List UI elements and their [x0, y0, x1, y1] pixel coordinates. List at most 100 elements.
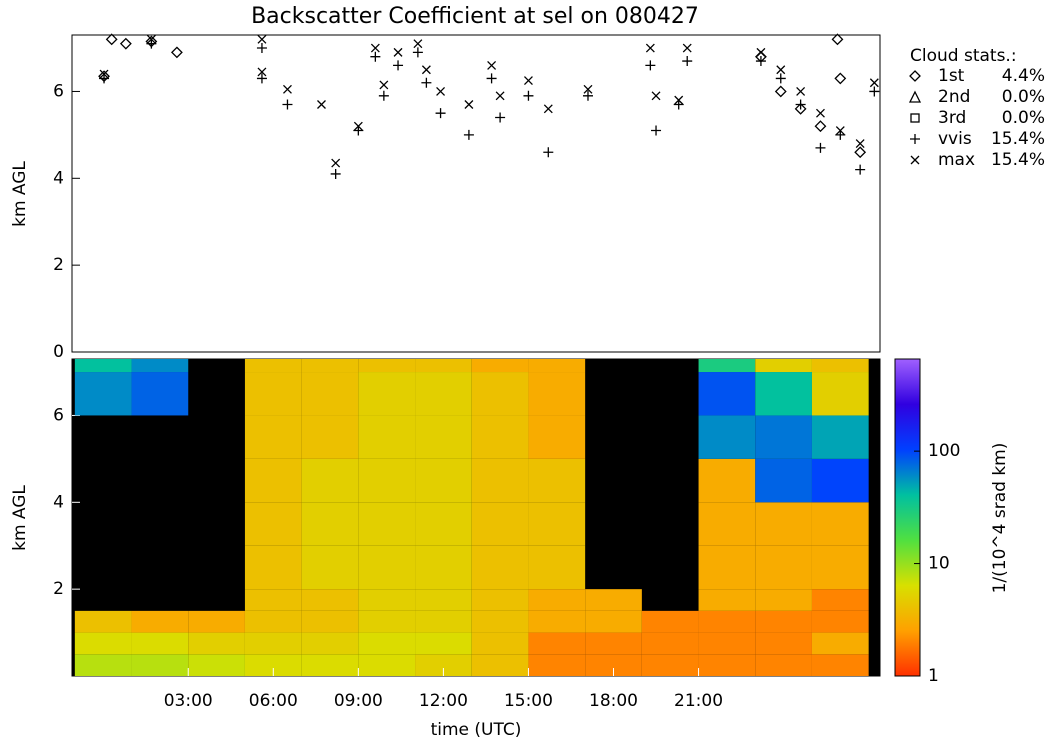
heatmap-cell — [755, 502, 812, 546]
marker — [353, 125, 364, 136]
heatmap-cell — [471, 610, 529, 633]
marker — [495, 112, 506, 123]
x-tick-label: 03:00 — [164, 691, 213, 711]
heatmap-cell — [528, 415, 586, 459]
marker — [774, 85, 787, 98]
heatmap-cell — [358, 458, 416, 503]
heatmap-cell — [301, 589, 359, 611]
marker — [412, 47, 423, 58]
heatmap-cell — [698, 458, 756, 503]
heatmap-cell — [528, 632, 586, 655]
heatmap-cell — [358, 610, 416, 633]
marker — [436, 86, 446, 96]
legend-label: 1st — [938, 66, 965, 86]
heatmap-cell — [528, 502, 586, 546]
heatmap-cell — [471, 458, 529, 503]
marker — [869, 78, 879, 88]
marker — [370, 51, 381, 62]
legend-label: max — [938, 150, 975, 170]
heatmap-cell — [415, 632, 472, 655]
heatmap-cell — [301, 458, 359, 503]
marker — [257, 34, 267, 44]
heatmap-cell — [755, 610, 812, 633]
heatmap-cell — [755, 372, 812, 416]
marker — [910, 134, 920, 144]
marker — [794, 102, 807, 115]
legend-title: Cloud stats.: — [910, 46, 1017, 66]
heatmap-cell — [698, 545, 756, 590]
heatmap-cell — [301, 545, 359, 590]
x-axis-label: time (UTC) — [431, 720, 522, 740]
heatmap-cell — [698, 502, 756, 546]
heatmap-cell — [74, 632, 132, 655]
heatmap-cell — [585, 589, 642, 611]
marker — [645, 60, 656, 71]
marker — [651, 125, 662, 136]
heatmap-cell — [415, 359, 472, 373]
heatmap-cell — [301, 654, 359, 676]
top-frame — [71, 34, 881, 353]
heatmap-cell — [811, 359, 869, 373]
marker — [796, 86, 806, 96]
heatmap-cell — [358, 372, 416, 416]
heatmap-cell — [755, 632, 812, 655]
colorbar-tick-label: 10 — [928, 554, 950, 574]
marker — [673, 99, 684, 110]
colorbar-tick-label: 1 — [928, 666, 939, 686]
heatmap-cell — [74, 610, 132, 633]
marker — [257, 67, 267, 77]
marker — [795, 99, 806, 110]
marker — [464, 100, 474, 109]
heatmap-cell — [811, 458, 869, 503]
heatmap-cell — [755, 359, 812, 373]
heatmap-cell — [585, 632, 642, 655]
heatmap-cell — [698, 589, 756, 611]
marker — [815, 142, 826, 153]
heatmap-cell — [755, 415, 812, 459]
y-tick-label: 6 — [53, 81, 64, 101]
marker — [421, 77, 432, 88]
heatmap-cell — [244, 589, 302, 611]
marker — [413, 39, 423, 49]
heatmap-cell — [301, 610, 359, 633]
y-axis-label: km AGL — [10, 161, 30, 227]
marker — [283, 84, 292, 94]
marker — [682, 56, 693, 67]
marker — [776, 65, 786, 75]
marker — [146, 34, 156, 44]
heatmap-cell — [755, 458, 812, 503]
marker — [834, 72, 847, 85]
heatmap-cell — [641, 654, 699, 676]
heatmap-cell — [528, 654, 586, 676]
heatmap-cell — [358, 359, 416, 373]
marker — [645, 43, 655, 53]
marker — [331, 158, 341, 168]
marker — [855, 164, 866, 175]
marker — [523, 76, 533, 86]
marker — [105, 33, 118, 46]
heatmap-cell — [358, 545, 416, 590]
heatmap-cell — [471, 545, 529, 590]
marker — [582, 90, 593, 101]
heatmap-cell — [74, 654, 132, 676]
y-tick-label: 2 — [53, 579, 64, 599]
legend-stat: 0.0% — [1002, 87, 1045, 107]
heatmap-cell — [528, 610, 586, 633]
heatmap-cell — [188, 610, 245, 633]
heatmap-cell — [528, 372, 586, 416]
heatmap-cell — [528, 458, 586, 503]
marker — [814, 120, 827, 133]
marker — [682, 43, 692, 53]
heatmap-cell — [415, 458, 472, 503]
marker — [379, 80, 389, 90]
heatmap-cell — [415, 545, 472, 590]
marker — [119, 37, 132, 50]
marker — [99, 69, 109, 79]
legend-label: vvis — [938, 129, 972, 149]
marker — [523, 90, 534, 101]
marker — [256, 43, 267, 54]
heatmap-cell — [415, 589, 472, 611]
heatmap-cell — [358, 589, 416, 611]
marker — [910, 113, 920, 123]
heatmap-cell — [131, 654, 189, 676]
